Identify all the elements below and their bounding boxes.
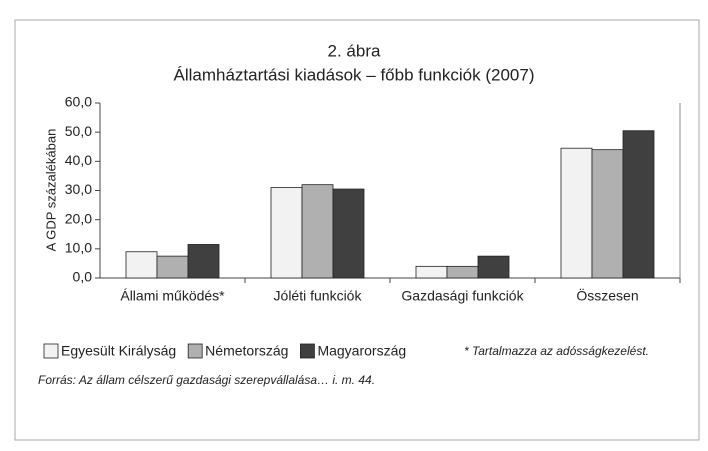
legend-swatch [43,343,59,359]
y-tick-label: 0,0 [73,269,93,285]
legend-label: Egyesült Királyság [61,343,176,359]
footnote: * Tartalmazza az adósságkezelést. [464,344,649,358]
y-tick-label: 30,0 [65,181,92,197]
bar [301,184,334,279]
bar [560,147,593,279]
y-axis-label: A GDP százalékában [43,129,58,252]
x-tick-label: Összesen [576,287,638,304]
chart-title: 2. ábra [328,41,381,60]
y-tick-label: 10,0 [65,240,92,256]
legend-swatch [300,343,315,359]
y-tick-label: 20,0 [65,210,92,226]
bar [125,251,158,279]
legend-swatch [187,343,203,359]
legend-label: Németország [205,343,288,359]
chart-subtitle: Államháztartási kiadások – főbb funkciók… [174,65,535,84]
bar [622,130,655,279]
source: Forrás: Az állam célszerű gazdasági szer… [38,373,375,387]
x-tick-label: Gazdasági funkciók [401,288,524,304]
bar [270,187,303,279]
legend-label: Magyarország [317,343,406,359]
bar [415,265,448,279]
bar [156,255,189,279]
y-tick-label: 40,0 [65,152,92,168]
y-tick-label: 50,0 [65,123,92,139]
bar [477,255,510,279]
y-tick-label: 60,0 [65,94,92,110]
bar [446,265,479,279]
bar [332,188,365,279]
frame [14,19,700,441]
bar [187,244,220,279]
x-tick-label: Állami működés* [120,288,225,304]
bar [591,149,624,279]
x-tick-label: Jóléti funkciók [274,288,363,304]
